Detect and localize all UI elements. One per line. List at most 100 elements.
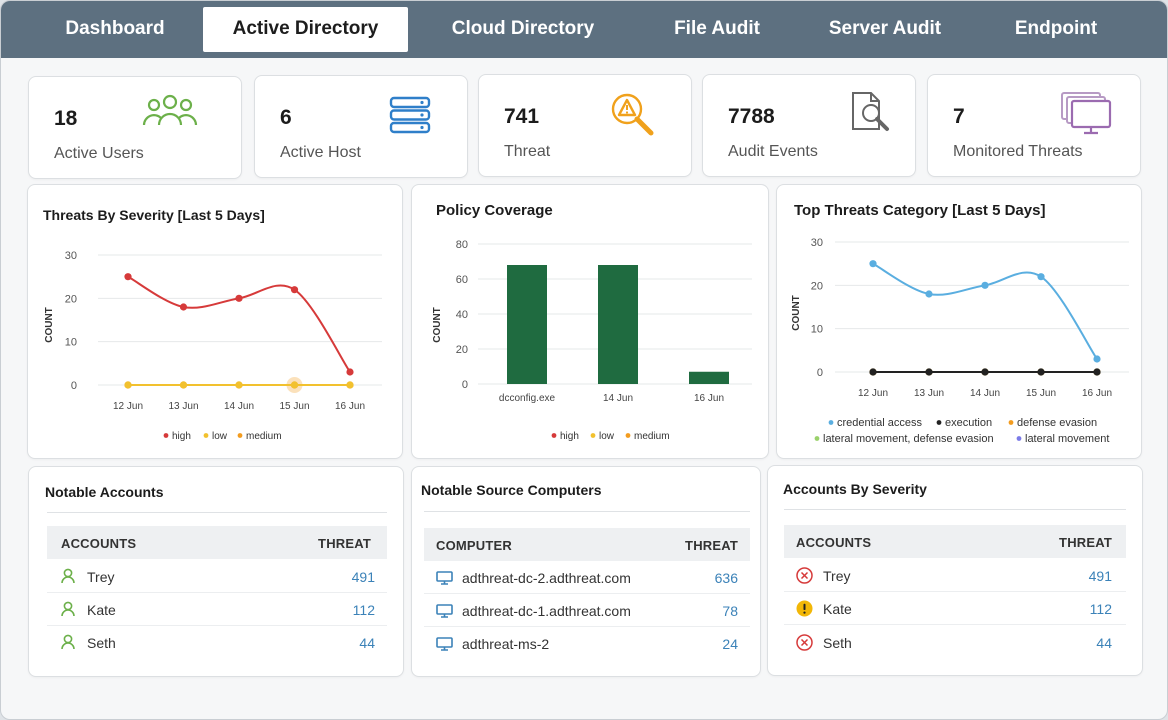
legend-marker bbox=[551, 433, 557, 438]
y-tick-label: 20 bbox=[811, 280, 823, 292]
account-name: Kate bbox=[87, 602, 116, 618]
legend-label: high bbox=[560, 431, 579, 442]
divider bbox=[424, 511, 750, 512]
stat-card-active-host[interactable]: 6 Active Host bbox=[254, 75, 468, 178]
data-point bbox=[179, 381, 188, 389]
account-name: Seth bbox=[823, 635, 852, 651]
x-tick-label: 13 Jun bbox=[914, 388, 944, 399]
y-axis-label: COUNT bbox=[432, 307, 443, 343]
line-chart-top-threats: 0 10 20 30 COUNT 12 Jun 13 Jun 14 Jun 15 Jun 16 J… bbox=[791, 237, 1129, 445]
computer-icon bbox=[436, 637, 453, 651]
account-name: Seth bbox=[87, 635, 116, 651]
chart-title: Top Threats Category [Last 5 Days] bbox=[794, 202, 1046, 219]
data-point bbox=[235, 294, 243, 302]
legend-marker bbox=[936, 420, 942, 425]
data-point bbox=[925, 290, 933, 298]
threat-count[interactable]: 491 bbox=[351, 569, 375, 585]
critical-x-icon bbox=[796, 634, 813, 651]
y-tick-label: 80 bbox=[456, 239, 468, 251]
bar bbox=[689, 371, 729, 384]
table-row[interactable]: Kate 112 bbox=[784, 592, 1126, 625]
legend-label: medium bbox=[246, 431, 282, 442]
tab-file-audit[interactable]: File Audit bbox=[674, 18, 760, 39]
computer-icon bbox=[436, 571, 453, 585]
computer-name: adthreat-dc-2.adthreat.com bbox=[462, 570, 631, 586]
threat-count[interactable]: 44 bbox=[359, 635, 375, 651]
table-row[interactable]: adthreat-ms-2 24 bbox=[424, 627, 750, 660]
table-header: ACCOUNTS THREAT bbox=[784, 525, 1126, 558]
tab-dashboard[interactable]: Dashboard bbox=[65, 18, 165, 39]
data-point bbox=[981, 281, 989, 289]
data-point bbox=[1037, 368, 1045, 376]
table-row[interactable]: Seth 44 bbox=[47, 626, 387, 659]
y-tick-label: 20 bbox=[65, 293, 77, 305]
stat-card-audit-events[interactable]: 7788 Audit Events bbox=[702, 74, 916, 177]
stat-label: Audit Events bbox=[728, 143, 818, 160]
x-tick-label: 15 Jun bbox=[279, 401, 309, 412]
threat-count[interactable]: 112 bbox=[1089, 601, 1112, 617]
threat-search-icon bbox=[611, 93, 654, 136]
tab-cloud-directory[interactable]: Cloud Directory bbox=[451, 18, 595, 39]
stat-value: 18 bbox=[54, 107, 78, 130]
data-point bbox=[869, 368, 877, 376]
divider bbox=[47, 512, 387, 513]
computer-icon bbox=[436, 604, 453, 618]
chart-card-threats-by-severity: Threats By Severity [Last 5 Days] 0 10 20 3… bbox=[27, 184, 403, 459]
stat-value: 6 bbox=[280, 106, 292, 129]
x-tick-label: 13 Jun bbox=[168, 401, 198, 412]
threat-count[interactable]: 112 bbox=[352, 602, 375, 618]
legend-label: high bbox=[172, 431, 191, 442]
threat-count[interactable]: 636 bbox=[714, 570, 738, 586]
y-tick-label: 0 bbox=[71, 380, 77, 392]
tab-active-directory[interactable]: Active Directory bbox=[203, 7, 408, 52]
table-row[interactable]: adthreat-dc-1.adthreat.com 78 bbox=[424, 594, 750, 627]
legend-marker bbox=[203, 433, 209, 438]
stat-card-active-users[interactable]: 18 Active Users bbox=[28, 76, 242, 179]
threat-count[interactable]: 78 bbox=[722, 603, 738, 619]
table-row[interactable]: adthreat-dc-2.adthreat.com 636 bbox=[424, 561, 750, 594]
x-tick-label: 16 Jun bbox=[694, 393, 724, 404]
data-point bbox=[124, 273, 132, 281]
x-tick-label: dcconfig.exe bbox=[499, 393, 556, 404]
legend-marker bbox=[590, 433, 596, 438]
legend-label: execution bbox=[945, 417, 992, 429]
threat-count[interactable]: 44 bbox=[1096, 635, 1112, 651]
x-tick-label: 14 Jun bbox=[603, 393, 633, 404]
data-point bbox=[1037, 273, 1045, 281]
bar bbox=[507, 265, 547, 384]
line-chart-threats-by-severity: 0 10 20 30 COUNT 12 Jun 13 Jun 14 Jun 15 Jun 16 J… bbox=[44, 250, 382, 442]
table-row[interactable]: Trey 491 bbox=[47, 560, 387, 593]
computer-name: adthreat-ms-2 bbox=[462, 636, 550, 652]
chart-card-top-threats: Top Threats Category [Last 5 Days] 0 10 20… bbox=[776, 184, 1142, 459]
legend-marker bbox=[625, 433, 631, 438]
table-title: Notable Source Computers bbox=[421, 482, 602, 498]
top-nav: Dashboard Active Directory Cloud Directo… bbox=[1, 1, 1167, 58]
chart-title: Policy Coverage bbox=[436, 202, 553, 219]
stat-card-threat[interactable]: 741 Threat bbox=[478, 74, 692, 177]
chart-title: Threats By Severity [Last 5 Days] bbox=[43, 207, 265, 223]
data-point bbox=[179, 303, 188, 311]
threat-count[interactable]: 491 bbox=[1088, 568, 1112, 584]
legend-label: medium bbox=[634, 431, 670, 442]
stat-value: 7788 bbox=[728, 105, 775, 128]
y-tick-label: 30 bbox=[811, 237, 823, 249]
tab-server-audit[interactable]: Server Audit bbox=[828, 18, 942, 39]
monitors-icon bbox=[1061, 92, 1112, 135]
warning-icon bbox=[796, 600, 813, 617]
table-row[interactable]: Trey 491 bbox=[784, 559, 1126, 592]
legend-marker bbox=[1016, 436, 1022, 441]
data-point bbox=[346, 381, 354, 389]
table-row[interactable]: Kate 112 bbox=[47, 593, 387, 626]
users-icon bbox=[142, 94, 198, 126]
column-header-threat: THREAT bbox=[318, 536, 371, 551]
threat-count[interactable]: 24 bbox=[722, 636, 738, 652]
legend-label: defense evasion bbox=[1017, 417, 1097, 429]
table-row[interactable]: Seth 44 bbox=[784, 626, 1126, 659]
stat-card-monitored-threats[interactable]: 7 Monitored Threats bbox=[927, 74, 1141, 177]
series-line-high bbox=[127, 275, 351, 373]
tab-endpoint[interactable]: Endpoint bbox=[1014, 18, 1098, 39]
legend-label: credential access bbox=[837, 417, 922, 429]
x-tick-label: 16 Jun bbox=[1082, 388, 1112, 399]
column-header-accounts: ACCOUNTS bbox=[61, 536, 137, 551]
